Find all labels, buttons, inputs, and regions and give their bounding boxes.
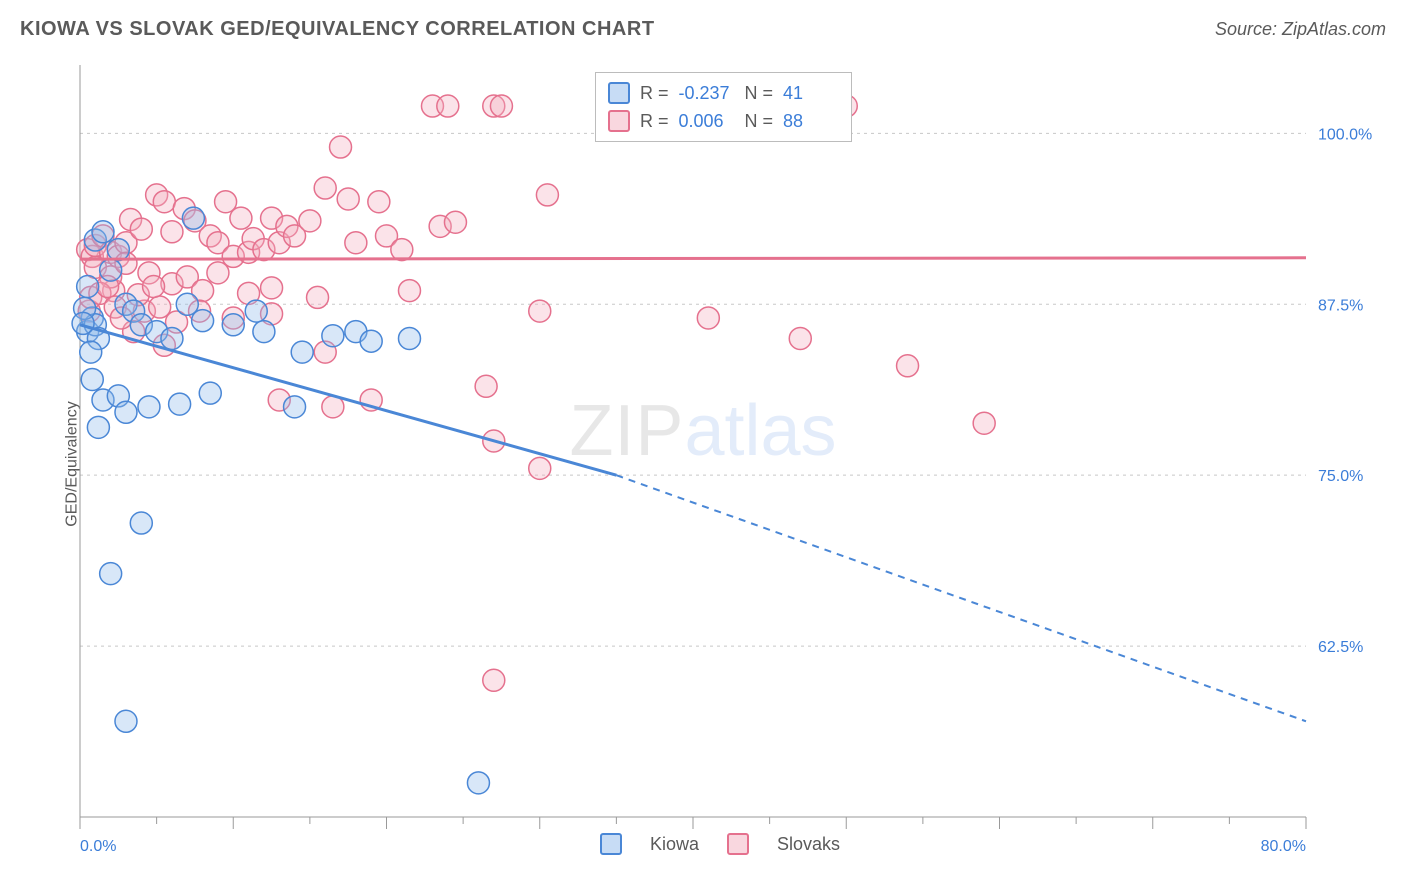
scatter-point [490,95,512,117]
scatter-point [115,401,137,423]
scatter-point [207,262,229,284]
series-legend: Kiowa Slovaks [600,833,840,855]
scatter-point [529,300,551,322]
stat-r-kiowa: -0.237 [679,79,735,107]
scatter-point [107,239,129,261]
stat-n-label: N = [745,79,774,107]
swatch-kiowa [608,82,630,104]
scatter-point [697,307,719,329]
scatter-point [330,136,352,158]
scatter-point [444,211,466,233]
scatter-point [230,207,252,229]
correlation-stats-box: R = -0.237 N = 41 R = 0.006 N = 88 [595,72,852,142]
scatter-point [284,396,306,418]
scatter-point [475,375,497,397]
stat-r-slovaks: 0.006 [679,107,735,135]
scatter-point [80,341,102,363]
scatter-point [322,325,344,347]
scatter-point [199,382,221,404]
svg-text:62.5%: 62.5% [1318,639,1363,656]
scatter-point [81,368,103,390]
scatter-point [169,393,191,415]
scatter-point [87,416,109,438]
scatter-point [483,669,505,691]
plot-area: GED/Equivalency 62.5%75.0%87.5%100.0%0.0… [20,55,1386,872]
legend-label-slovaks: Slovaks [777,834,840,855]
svg-text:80.0%: 80.0% [1261,838,1306,855]
trend-line [80,325,616,475]
scatter-point [299,210,321,232]
scatter-point [536,184,558,206]
svg-text:87.5%: 87.5% [1318,297,1363,314]
scatter-point [143,275,165,297]
legend-swatch-kiowa [600,833,622,855]
scatter-point [307,286,329,308]
scatter-point [77,275,99,297]
svg-text:75.0%: 75.0% [1318,468,1363,485]
scatter-point [161,327,183,349]
scatter-point [182,207,204,229]
scatter-point [115,710,137,732]
stat-row-slovaks: R = 0.006 N = 88 [608,107,839,135]
stat-r-label: R = [640,107,669,135]
scatter-point [337,188,359,210]
scatter-point [368,191,390,213]
scatter-point [391,239,413,261]
scatter-point [973,412,995,434]
scatter-point [130,512,152,534]
stat-n-kiowa: 41 [783,79,839,107]
scatter-point [253,321,275,343]
scatter-point [245,300,267,322]
stat-r-label: R = [640,79,669,107]
scatter-point [192,310,214,332]
scatter-point [437,95,459,117]
scatter-point [398,280,420,302]
scatter-point [138,396,160,418]
scatter-point [291,341,313,363]
scatter-point [222,314,244,336]
legend-swatch-slovaks [727,833,749,855]
legend-label-kiowa: Kiowa [650,834,699,855]
scatter-point [261,277,283,299]
scatter-point [72,312,94,334]
scatter-point [100,259,122,281]
stat-row-kiowa: R = -0.237 N = 41 [608,79,839,107]
scatter-point [467,772,489,794]
scatter-point [314,177,336,199]
scatter-point [789,327,811,349]
stat-n-slovaks: 88 [783,107,839,135]
scatter-point [897,355,919,377]
scatter-plot-svg: 62.5% 75.0% 87.5% 100.0% 0.0% 80.0% [70,55,1386,872]
scatter-point [130,218,152,240]
scatter-point [345,232,367,254]
source-label: Source: ZipAtlas.com [1215,19,1386,40]
scatter-point [398,327,420,349]
scatter-point [360,330,382,352]
svg-text:100.0%: 100.0% [1318,126,1372,143]
scatter-point [529,457,551,479]
stat-n-label: N = [745,107,774,135]
scatter-point [100,563,122,585]
scatter-point [153,191,175,213]
trend-line [80,258,1306,259]
svg-text:0.0%: 0.0% [80,838,116,855]
trend-line-extrapolated [616,475,1306,721]
scatter-point [92,221,114,243]
scatter-point [161,221,183,243]
swatch-slovaks [608,110,630,132]
chart-title: KIOWA VS SLOVAK GED/EQUIVALENCY CORRELAT… [20,18,655,41]
